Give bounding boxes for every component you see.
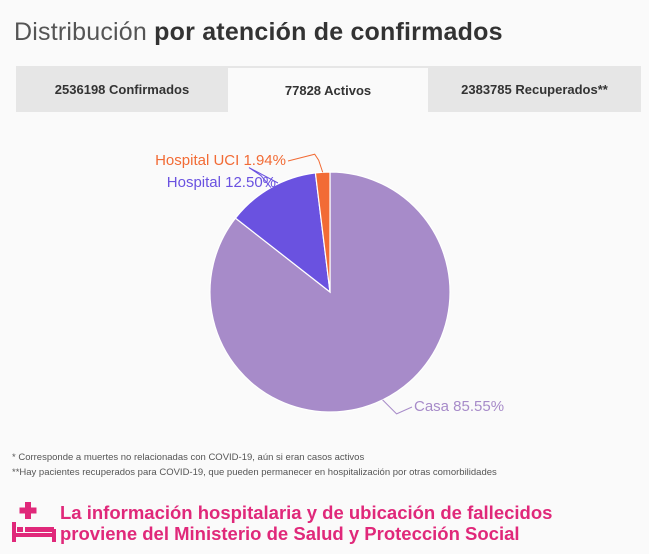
title-light: Distribución (14, 18, 148, 46)
pie-leader-lines (248, 153, 413, 415)
pie-slice-2 (234, 172, 331, 294)
leader-line-2 (248, 167, 279, 188)
leader-line-1 (382, 399, 413, 415)
pie-label-1: Casa 85.55% (414, 398, 504, 415)
tab-recuperados[interactable]: 2383785 Recuperados** (428, 66, 641, 112)
footnote-2: **Hay pacientes recuperados para COVID-1… (12, 467, 497, 478)
footnote-1: * Corresponde a muertes no relacionadas … (12, 452, 365, 463)
pie-slice-3 (314, 171, 331, 293)
source-line-2: proviene del Ministerio de Salud y Prote… (60, 523, 520, 544)
tab-bar: 2536198 Confirmados 77828 Activos 238378… (16, 66, 641, 112)
pie-slice-1 (209, 171, 451, 413)
pie-chart: Casa 85.55% Hospital 12.50% Hospital UCI 1… (155, 152, 504, 415)
pie-labels: Casa 85.55% Hospital 12.50% Hospital UCI 1… (155, 152, 504, 415)
source-note: La información hospitalaria y de ubicaci… (12, 502, 552, 544)
chart-title: Distribución por atención de confirmados (14, 18, 503, 47)
leader-line-3 (287, 153, 324, 173)
footnotes: * Corresponde a muertes no relacionadas … (12, 450, 497, 480)
title-bold: por atención de confirmados (154, 18, 503, 46)
tab-activos[interactable]: 77828 Activos (228, 66, 428, 112)
pie-label-2: Hospital 12.50% (167, 174, 276, 191)
source-line-1: La información hospitalaria y de ubicaci… (60, 502, 553, 523)
tab-confirmados[interactable]: 2536198 Confirmados (16, 66, 228, 112)
pie-slices (209, 171, 451, 413)
hospital-bed-icon (12, 502, 56, 542)
pie-label-3: Hospital UCI 1.94% (155, 152, 286, 169)
